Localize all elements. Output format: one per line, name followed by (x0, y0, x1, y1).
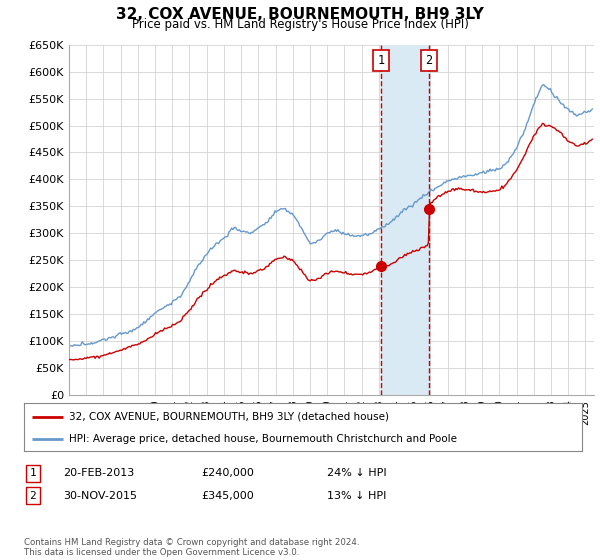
Text: HPI: Average price, detached house, Bournemouth Christchurch and Poole: HPI: Average price, detached house, Bour… (68, 434, 457, 444)
Text: 1: 1 (29, 468, 37, 478)
Text: Price paid vs. HM Land Registry's House Price Index (HPI): Price paid vs. HM Land Registry's House … (131, 18, 469, 31)
Text: 2: 2 (29, 491, 37, 501)
Text: 32, COX AVENUE, BOURNEMOUTH, BH9 3LY: 32, COX AVENUE, BOURNEMOUTH, BH9 3LY (116, 7, 484, 22)
Text: 24% ↓ HPI: 24% ↓ HPI (327, 468, 386, 478)
Text: 30-NOV-2015: 30-NOV-2015 (63, 491, 137, 501)
Text: 32, COX AVENUE, BOURNEMOUTH, BH9 3LY (detached house): 32, COX AVENUE, BOURNEMOUTH, BH9 3LY (de… (68, 412, 389, 422)
Text: £240,000: £240,000 (201, 468, 254, 478)
Text: 1: 1 (377, 54, 385, 67)
Text: 13% ↓ HPI: 13% ↓ HPI (327, 491, 386, 501)
Text: Contains HM Land Registry data © Crown copyright and database right 2024.
This d: Contains HM Land Registry data © Crown c… (24, 538, 359, 557)
Text: 2: 2 (425, 54, 433, 67)
Bar (381, 45, 429, 395)
Text: £345,000: £345,000 (201, 491, 254, 501)
Text: 20-FEB-2013: 20-FEB-2013 (63, 468, 134, 478)
